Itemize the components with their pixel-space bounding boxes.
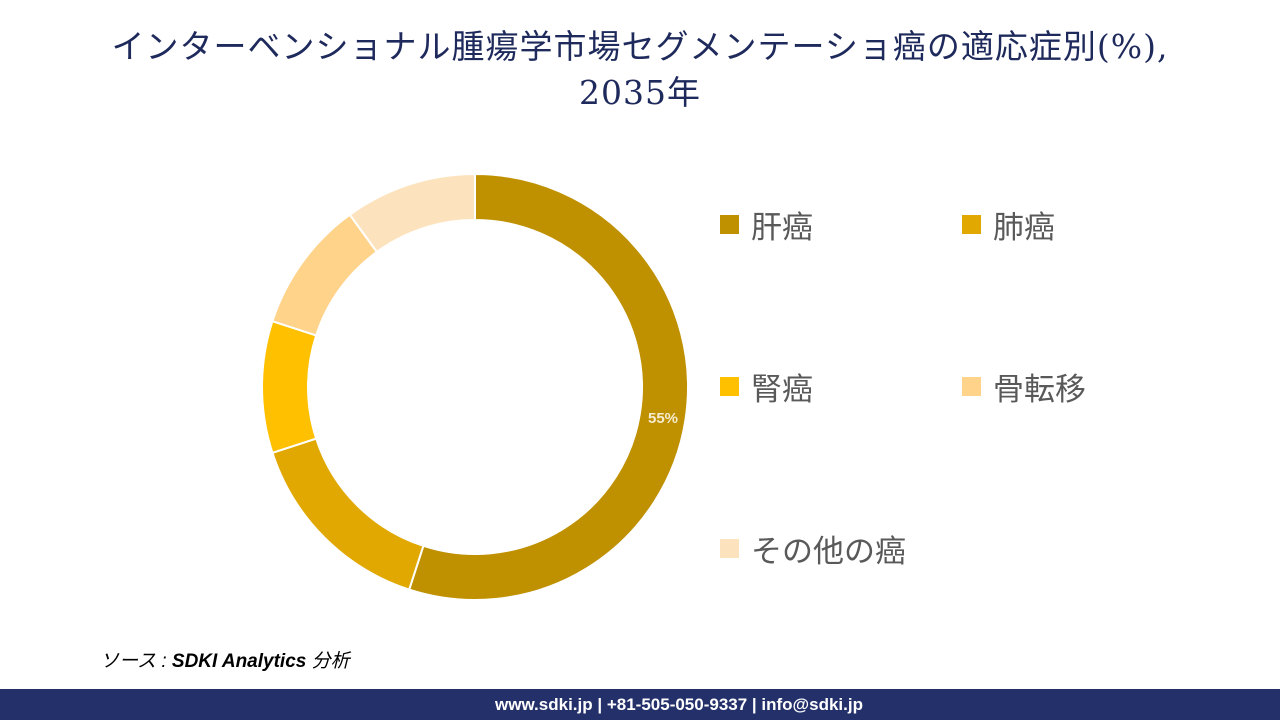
footer-bar: www.sdki.jp | +81-505-050-9337 | info@sd… bbox=[0, 689, 1280, 720]
legend-label: その他の癌 bbox=[751, 534, 906, 570]
donut-slice-liver bbox=[407, 172, 689, 601]
donut-slice-bone-metastasis bbox=[271, 213, 379, 337]
donut-slice-kidney bbox=[261, 319, 318, 455]
source-prefix: ソース : bbox=[100, 651, 172, 672]
legend-label: 肺癌 bbox=[993, 210, 1055, 246]
legend-label: 腎癌 bbox=[751, 372, 813, 408]
legend-item-lung: 肺癌 bbox=[962, 202, 1055, 247]
donut-slice-other-cancer bbox=[348, 172, 476, 254]
legend-swatch-icon bbox=[962, 377, 981, 396]
chart-title-line2: 2035年 bbox=[579, 73, 701, 112]
legend-item-other-cancer: その他の癌 bbox=[720, 526, 906, 571]
legend-swatch-icon bbox=[720, 539, 739, 558]
legend-swatch-icon bbox=[720, 215, 739, 234]
legend-item-bone-metastasis: 骨転移 bbox=[962, 364, 1086, 409]
legend-label: 肝癌 bbox=[751, 210, 813, 246]
legend-item-kidney: 腎癌 bbox=[720, 364, 813, 409]
legend-item-liver: 肝癌 bbox=[720, 202, 813, 247]
chart-title-line1: インターベンショナル腫瘍学市場セグメンテーショ癌の適応症別(%), bbox=[111, 27, 1169, 66]
source-suffix: 分析 bbox=[306, 651, 350, 672]
donut-slice-lung bbox=[271, 437, 425, 591]
legend-label: 骨転移 bbox=[993, 372, 1086, 408]
footer-contact: www.sdki.jp | +81-505-050-9337 | info@sd… bbox=[495, 695, 863, 714]
legend-swatch-icon bbox=[720, 377, 739, 396]
slice-label-liver: 55% bbox=[648, 410, 678, 427]
legend-swatch-icon bbox=[962, 215, 981, 234]
source-note: ソース : SDKI Analytics 分析 bbox=[100, 646, 350, 673]
donut-slices bbox=[261, 172, 689, 601]
chart-title: インターベンショナル腫瘍学市場セグメンテーショ癌の適応症別(%), 2035年 bbox=[0, 24, 1280, 116]
source-name: SDKI Analytics bbox=[171, 651, 307, 672]
